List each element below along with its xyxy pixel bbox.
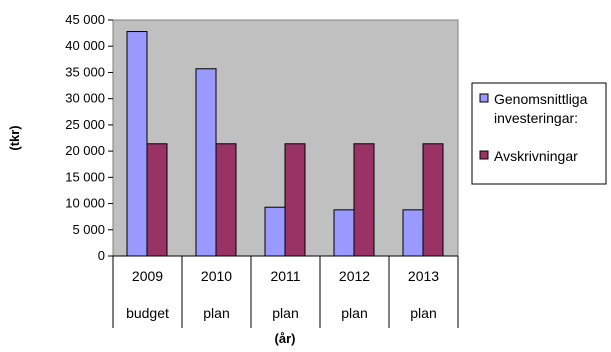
x-tick-label: 2009 [132,268,163,284]
x-axis-title: (år) [275,331,296,346]
bar-avskrivningar [422,143,444,257]
bar-investeringar [333,209,355,257]
y-tick-label: 40 000 [65,38,105,53]
bar-investeringar [402,209,424,257]
y-axis-title: (tkr) [7,125,22,150]
y-tick-label: 45 000 [65,12,105,27]
legend-label: Genomsnittliga [494,91,588,107]
bar-avskrivningar [215,143,237,257]
legend-swatch [479,93,489,103]
y-tick-label: 15 000 [65,169,105,184]
y-axis-ticks: 0 5 000 10 000 15 000 20 000 25 000 30 000 35 0… [65,12,113,263]
x-tick-sublabel: plan [410,305,436,321]
y-tick-label: 0 [98,248,105,263]
x-axis: 2009 budget 2010 plan 2011 plan 2012 plan 2013 pl… [112,255,459,328]
bar-investeringar [264,206,286,257]
x-tick-label: 2010 [201,268,232,284]
x-tick-sublabel: plan [341,305,367,321]
y-tick-label: 5 000 [72,222,105,237]
x-tick-sublabel: budget [126,305,169,321]
bar-investeringar [195,68,217,257]
x-tick-label: 2012 [339,268,370,284]
y-tick-label: 10 000 [65,196,105,211]
legend: Genomsnittliga investeringar: Avskrivninga… [471,82,607,185]
bar-avskrivningar [284,143,306,257]
y-tick-label: 25 000 [65,117,105,132]
legend-label: Avskrivningar [494,148,578,164]
bar-series [126,31,444,257]
legend-label: investeringar: [494,110,578,126]
x-tick-sublabel: plan [272,305,298,321]
legend-box [471,82,607,185]
bar-investeringar [126,31,148,257]
legend-swatch [479,150,489,160]
y-tick-label: 30 000 [65,91,105,106]
bar-avskrivningar [146,143,168,257]
x-tick-label: 2013 [408,268,439,284]
x-tick-sublabel: plan [203,305,229,321]
legend-items: Genomsnittliga investeringar: Avskrivninga… [479,91,588,164]
y-tick-label: 20 000 [65,143,105,158]
y-tick-label: 35 000 [65,64,105,79]
bar-avskrivningar [353,143,375,257]
x-tick-label: 2011 [270,268,300,284]
